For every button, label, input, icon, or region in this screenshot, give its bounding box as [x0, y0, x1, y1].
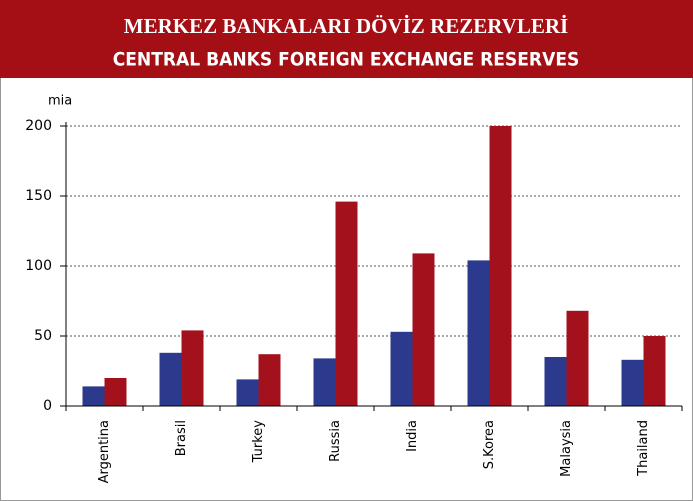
- y-tick-label: 50: [34, 328, 52, 344]
- bar: [82, 386, 105, 406]
- bar: [181, 330, 204, 406]
- y-axis-label: mia: [48, 94, 72, 109]
- x-tick-label: Argentina: [97, 420, 112, 483]
- bar: [104, 378, 127, 406]
- bar: [258, 354, 281, 406]
- bar: [489, 126, 512, 406]
- title-banner: [0, 0, 693, 78]
- bar: [566, 310, 589, 406]
- bar: [335, 201, 358, 406]
- y-tick-label: 150: [25, 188, 52, 204]
- x-tick-label: Malaysia: [559, 420, 574, 477]
- x-tick-label: Brasil: [174, 420, 189, 456]
- x-tick-label: Russia: [328, 420, 343, 462]
- bar: [390, 331, 413, 406]
- bar: [621, 359, 644, 406]
- bar: [467, 260, 490, 406]
- x-tick-label: Turkey: [251, 420, 266, 464]
- y-tick-label: 200: [25, 118, 52, 134]
- bar: [643, 336, 666, 406]
- x-tick-label: Thailand: [636, 420, 651, 477]
- chart-title: MERKEZ BANKALARI DÖVİZ REZERVLERİ: [124, 14, 568, 38]
- bar: [236, 379, 259, 406]
- y-tick-label: 0: [43, 398, 52, 414]
- y-tick-label: 100: [25, 258, 52, 274]
- x-tick-label: S.Korea: [482, 420, 497, 469]
- bar: [313, 358, 336, 406]
- chart-subtitle: CENTRAL BANKS FOREIGN EXCHANGE RESERVES: [113, 49, 580, 71]
- bar: [544, 357, 567, 406]
- bar: [159, 352, 182, 406]
- x-tick-label: India: [405, 420, 420, 452]
- bar: [412, 253, 435, 406]
